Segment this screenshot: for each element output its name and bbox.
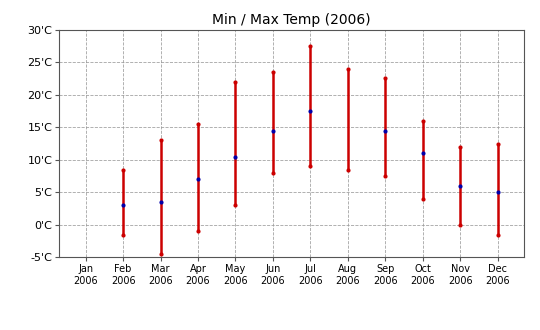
Title: Min / Max Temp (2006): Min / Max Temp (2006) — [212, 13, 371, 27]
